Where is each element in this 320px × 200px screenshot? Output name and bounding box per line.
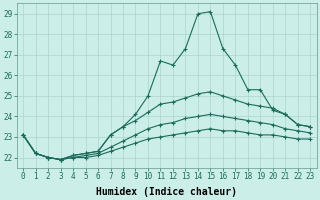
X-axis label: Humidex (Indice chaleur): Humidex (Indice chaleur) — [96, 186, 237, 197]
